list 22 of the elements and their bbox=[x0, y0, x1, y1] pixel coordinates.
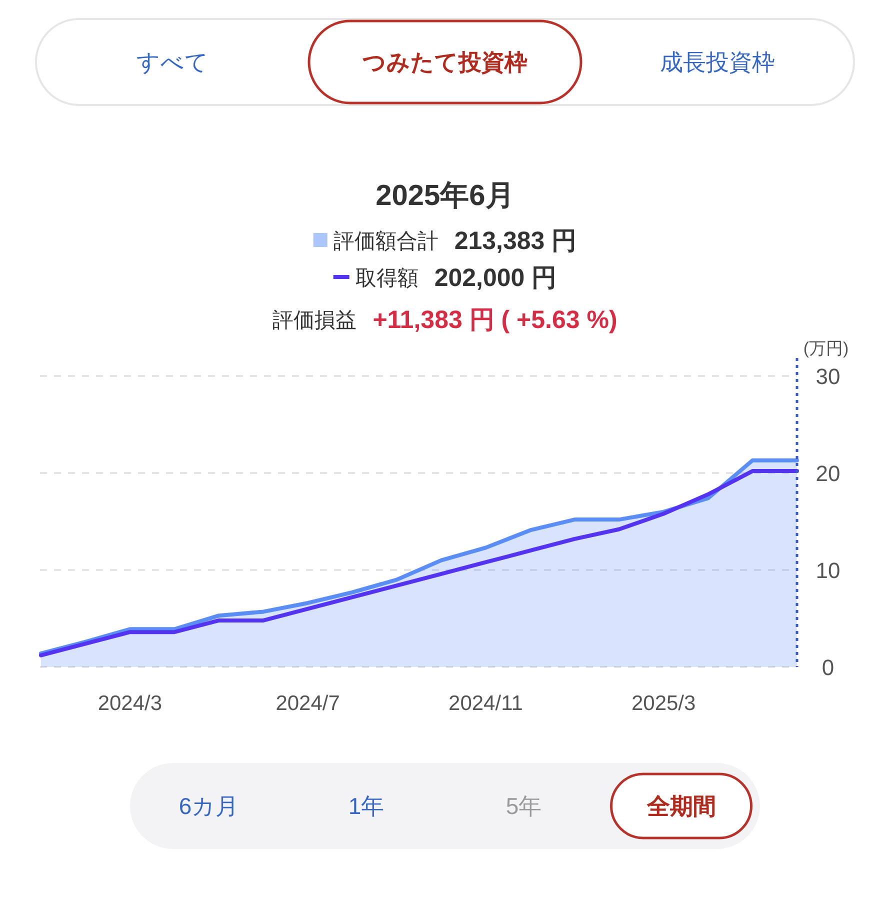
period-button-selected: 全期間 bbox=[610, 772, 752, 840]
tab-selected: つみたて投資枠 bbox=[308, 20, 582, 104]
x-tick-label: 2024/11 bbox=[448, 692, 523, 715]
legend-label: 評価額合計 bbox=[333, 230, 438, 253]
period-label: 1年 bbox=[348, 793, 384, 819]
y-tick-label: 0 bbox=[822, 655, 834, 680]
period-label: 6カ月 bbox=[178, 793, 239, 819]
x-tick-label: 2024/3 bbox=[98, 692, 162, 715]
x-tick-label: 2024/7 bbox=[276, 692, 340, 715]
legend-label: 取得額 bbox=[355, 267, 418, 290]
chart-title: 2025年6月 bbox=[376, 180, 514, 212]
tab-label: 成長投資枠 bbox=[660, 49, 776, 75]
profit: 評価損益 +11,383 円 ( +5.63 %) bbox=[272, 306, 618, 334]
x-tick-label: 2025/3 bbox=[631, 692, 696, 715]
tab-label: すべて bbox=[136, 49, 208, 75]
y-tick-label: 20 bbox=[816, 461, 840, 486]
current-value: 213,383 円 bbox=[454, 227, 577, 255]
current-value: 202,000 円 bbox=[434, 264, 557, 292]
period-label-disabled: 5年 bbox=[506, 793, 542, 819]
y-axis-title: (万円) bbox=[803, 339, 849, 358]
y-tick-label: 10 bbox=[816, 558, 840, 583]
y-tick-label: 30 bbox=[816, 364, 840, 389]
